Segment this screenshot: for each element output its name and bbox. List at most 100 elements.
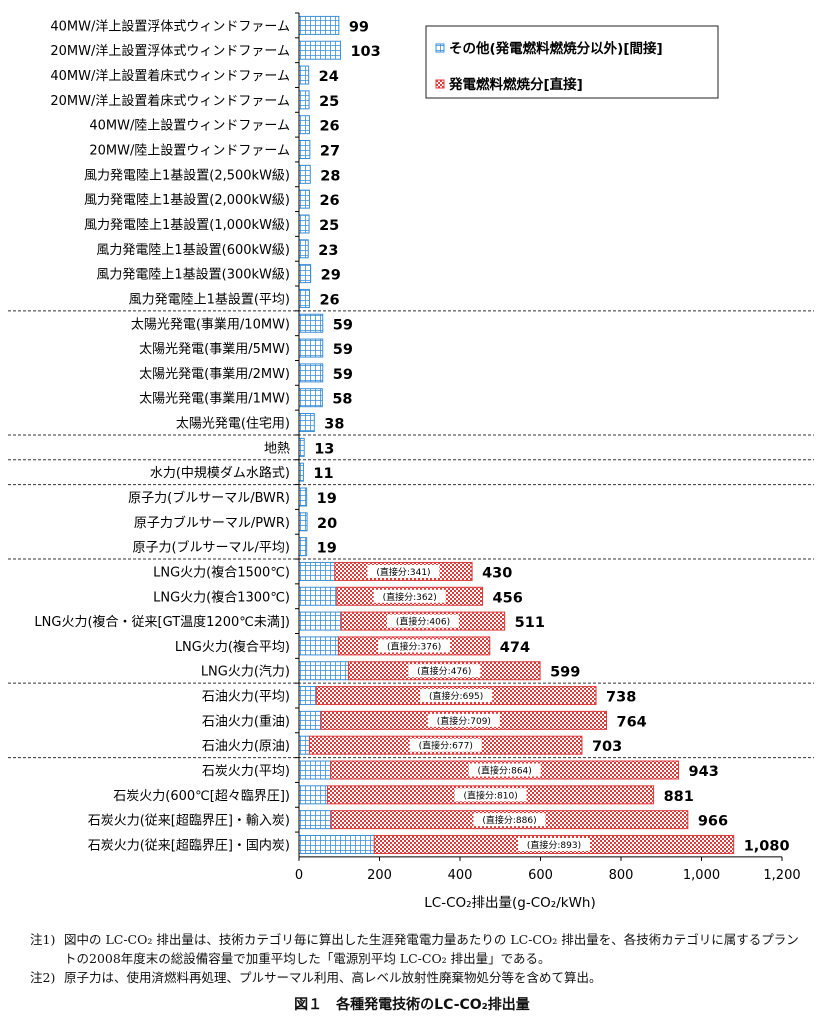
bar-indirect: [298, 189, 310, 209]
bar-indirect: [298, 164, 311, 184]
direct-value-label: (直接分:362): [383, 591, 437, 603]
legend-swatch-indirect: [435, 43, 445, 53]
direct-value-label: (直接分:893): [527, 839, 581, 851]
category-label: 石炭火力(平均): [202, 764, 290, 779]
category-label: 太陽光発電(事業用/10MW): [131, 316, 290, 332]
direct-value-label: (直接分:376): [387, 640, 441, 652]
bar-indirect: [298, 288, 310, 308]
category-label: 地熱: [264, 441, 290, 456]
category-label: 石炭火力(従来[超臨界圧]・国内炭): [88, 837, 290, 853]
total-value-label: 474: [500, 640, 530, 656]
category-label: 石炭火力(従来[超臨界圧]・輸入炭): [88, 814, 290, 829]
total-value-label: 456: [493, 590, 523, 606]
direct-label-bg: [420, 689, 493, 703]
total-value-label: 25: [319, 218, 339, 234]
category-label: 原子力ブルサーマル/PWR): [134, 515, 290, 531]
direct-label-bg: [378, 639, 451, 653]
category-label: 40MW/陸上設置ウィンドファーム: [89, 118, 290, 134]
total-value-label: 59: [333, 317, 353, 333]
bar-indirect: [298, 611, 342, 631]
total-value-label: 26: [319, 193, 339, 209]
total-value-label: 24: [319, 69, 339, 85]
total-value-label: 103: [350, 44, 380, 60]
category-label: 風力発電陸上1基設置(1,000kW級): [84, 217, 290, 233]
category-label: 太陽光発電(事業用/1MW): [139, 391, 290, 407]
category-label: 太陽光発電(事業用/5MW): [139, 341, 290, 357]
category-label: LNG火力(複合・従来[GT温度1200℃未満]): [34, 614, 290, 630]
bar-indirect: [298, 487, 308, 507]
category-label: LNG火力(複合平均): [175, 639, 290, 655]
direct-label-bg: [427, 713, 500, 727]
footnotes: 注1) 図中の LC-CO₂ 排出量は、技術カテゴリ毎に算出した生涯発電電力量あ…: [30, 930, 810, 987]
footnote-2-tag: 注2): [30, 970, 56, 985]
category-label: 風力発電陸上1基設置(2,000kW級): [84, 192, 290, 208]
legend-label-direct: 発電燃料燃焼分[直接]: [448, 76, 583, 93]
bar-indirect: [298, 413, 315, 433]
category-label: 20MW/洋上設置着床式ウィンドファーム: [50, 93, 290, 109]
category-label: 風力発電陸上1基設置(300kW級): [96, 267, 290, 283]
lc-co2-bar-chart: 40MW/洋上設置浮体式ウィンドファーム 99 20MW/洋上設置浮体式ウィンドファ…: [8, 12, 814, 911]
legend-label-indirect: その他(発電燃料燃焼分以外)[間接]: [449, 40, 663, 57]
x-tick-label: 1,000: [683, 868, 720, 883]
total-value-label: 25: [319, 94, 339, 110]
legend-box: [425, 25, 719, 99]
category-label: 20MW/陸上設置ウィンドファーム: [89, 143, 290, 159]
bar-indirect: [298, 264, 312, 284]
bar-indirect: [298, 115, 310, 135]
direct-label-bg: [517, 837, 590, 851]
direct-value-label: (直接分:695): [429, 690, 483, 702]
category-label: 原子力(ブルサーマル/BWR): [128, 490, 290, 506]
bar-indirect: [298, 388, 323, 408]
total-value-label: 26: [319, 119, 339, 135]
total-value-label: 27: [320, 144, 340, 160]
bar-indirect: [298, 561, 336, 581]
bar-indirect: [298, 686, 317, 706]
direct-value-label: (直接分:476): [417, 665, 471, 677]
direct-label-bg: [473, 813, 546, 827]
category-label: 原子力(ブルサーマル/平均): [132, 540, 290, 556]
direct-value-label: (直接分:810): [463, 789, 517, 801]
bar-indirect: [298, 661, 350, 681]
category-label: 20MW/洋上設置浮体式ウィンドファーム: [50, 43, 290, 59]
bar-indirect: [298, 437, 305, 457]
bar-indirect: [298, 338, 324, 358]
bar-indirect: [298, 512, 308, 532]
direct-label-bg: [373, 589, 446, 603]
category-label: 風力発電陸上1基設置(2,500kW級): [84, 167, 290, 183]
bar-indirect: [298, 760, 332, 780]
total-value-label: 1,080: [744, 838, 790, 854]
bar-indirect: [298, 834, 375, 854]
direct-label-bg: [386, 614, 459, 628]
total-value-label: 599: [550, 665, 580, 681]
total-value-label: 943: [689, 764, 719, 780]
bar-indirect: [298, 810, 332, 830]
category-label: LNG火力(汽力): [201, 665, 290, 680]
total-value-label: 58: [332, 392, 352, 408]
footnote-1-text: 図中の LC-CO₂ 排出量は、技術カテゴリ毎に算出した生涯発電電力量あたりの …: [64, 932, 799, 966]
direct-value-label: (直接分:677): [419, 740, 473, 752]
footnote-2: 注2) 原子力は、使用済燃料再処理、プルサーマル利用、高レベル放射性廃棄物処分等…: [30, 968, 810, 987]
direct-value-label: (直接分:886): [482, 814, 536, 826]
total-value-label: 19: [317, 541, 337, 557]
category-label: 太陽光発電(事業用/2MW): [139, 366, 290, 382]
total-value-label: 23: [318, 243, 338, 259]
bar-indirect: [298, 785, 329, 805]
bar-indirect: [298, 239, 309, 259]
direct-label-bg: [468, 763, 541, 777]
x-tick-label: 400: [448, 868, 473, 883]
total-value-label: 20: [317, 516, 337, 532]
direct-value-label: (直接分:864): [478, 765, 532, 777]
total-value-label: 59: [333, 367, 353, 383]
category-label: 石油火力(原油): [202, 739, 290, 754]
category-label: 風力発電陸上1基設置(平均): [129, 291, 290, 307]
total-value-label: 13: [314, 441, 334, 457]
total-value-label: 966: [698, 814, 728, 830]
x-tick-label: 800: [609, 868, 634, 883]
bar-indirect: [298, 214, 310, 234]
category-label: 水力(中規模ダム水路式): [150, 465, 290, 481]
bar-indirect: [298, 735, 310, 755]
direct-label-bg: [367, 564, 440, 578]
total-value-label: 881: [664, 789, 694, 805]
bar-indirect: [298, 40, 341, 60]
category-label: 40MW/洋上設置着床式ウィンドファーム: [50, 68, 290, 84]
